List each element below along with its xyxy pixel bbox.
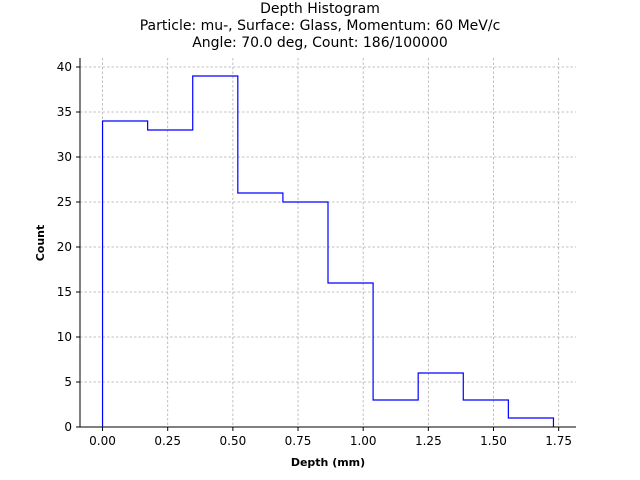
x-tick-label: 0.00	[89, 434, 116, 448]
y-tick-label: 25	[57, 195, 72, 209]
x-axis-label: Depth (mm)	[291, 456, 365, 469]
y-tick-label: 30	[57, 150, 72, 164]
histogram-bin	[148, 130, 193, 427]
chart-subtitle-1: Particle: mu-, Surface: Glass, Momentum:…	[139, 18, 501, 34]
ticks: 0.00 0.25 0.50 0.75 1.00 1.25 1.50 1.75 0 5 10 15 20…	[57, 60, 572, 448]
y-tick-label: 35	[57, 105, 72, 119]
histogram-bin	[463, 400, 508, 427]
histogram-bin	[508, 418, 553, 427]
x-tick-label: 0.75	[285, 434, 312, 448]
histogram-bin	[418, 373, 463, 427]
y-tick-label: 5	[64, 375, 72, 389]
histogram-bin	[283, 202, 328, 427]
y-tick-label: 20	[57, 240, 72, 254]
histogram-bin	[193, 76, 238, 427]
histogram-bin	[328, 283, 373, 427]
y-tick-label: 10	[57, 330, 72, 344]
x-tick-label: 1.75	[545, 434, 572, 448]
x-tick-label: 0.25	[154, 434, 181, 448]
x-tick-label: 0.50	[220, 434, 247, 448]
histogram-bin	[373, 400, 418, 427]
x-tick-label: 1.25	[415, 434, 442, 448]
chart-subtitle-2: Angle: 70.0 deg, Count: 186/100000	[192, 35, 448, 51]
x-tick-label: 1.00	[350, 434, 377, 448]
x-tick-label: 1.50	[480, 434, 507, 448]
y-axis-label: Count	[34, 225, 47, 262]
chart-title: Depth Histogram	[260, 1, 380, 17]
y-tick-label: 0	[64, 420, 72, 434]
histogram-bin	[103, 121, 148, 427]
y-tick-label: 40	[57, 60, 72, 74]
histogram-bin	[238, 193, 283, 427]
histogram-step-line	[101, 75, 555, 427]
y-tick-label: 15	[57, 285, 72, 299]
